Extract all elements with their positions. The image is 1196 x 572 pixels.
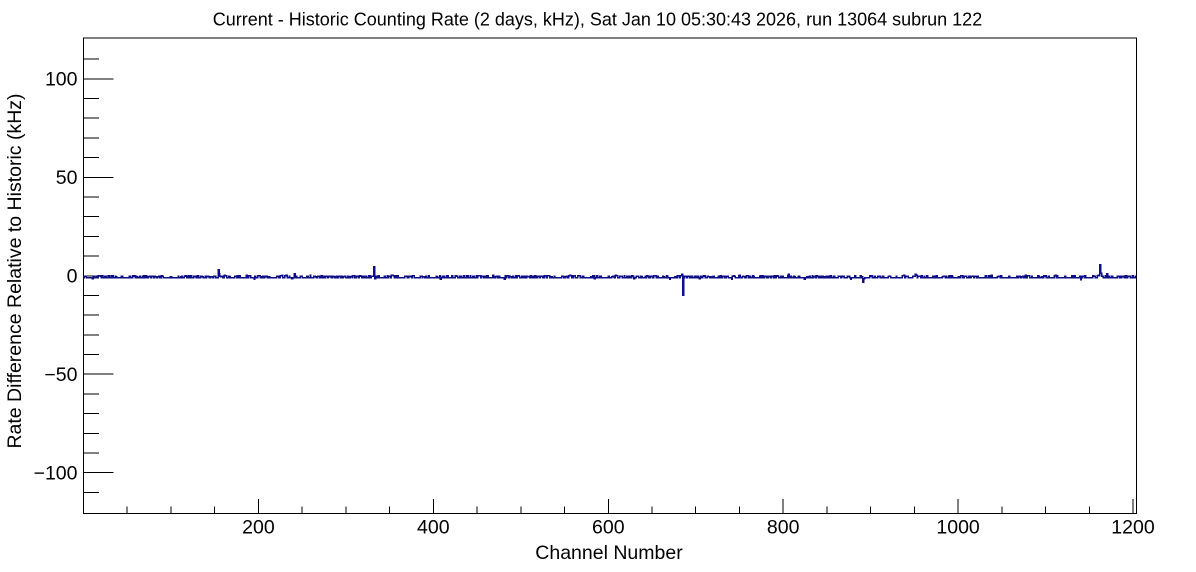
svg-text:50: 50 <box>56 167 78 189</box>
svg-text:1200: 1200 <box>1111 517 1155 539</box>
svg-text:Current - Historic Counting Ra: Current - Historic Counting Rate (2 days… <box>213 10 982 30</box>
svg-text:200: 200 <box>242 517 275 539</box>
svg-text:600: 600 <box>592 517 625 539</box>
svg-text:100: 100 <box>45 69 78 91</box>
svg-text:1000: 1000 <box>936 517 980 539</box>
svg-text:Rate Difference Relative to Hi: Rate Difference Relative to Historic (kH… <box>4 93 26 448</box>
svg-text:−50: −50 <box>44 364 77 386</box>
svg-text:400: 400 <box>417 517 450 539</box>
svg-text:Channel Number: Channel Number <box>535 542 683 564</box>
svg-text:800: 800 <box>767 517 800 539</box>
svg-text:−100: −100 <box>34 463 78 485</box>
svg-text:0: 0 <box>67 266 78 288</box>
